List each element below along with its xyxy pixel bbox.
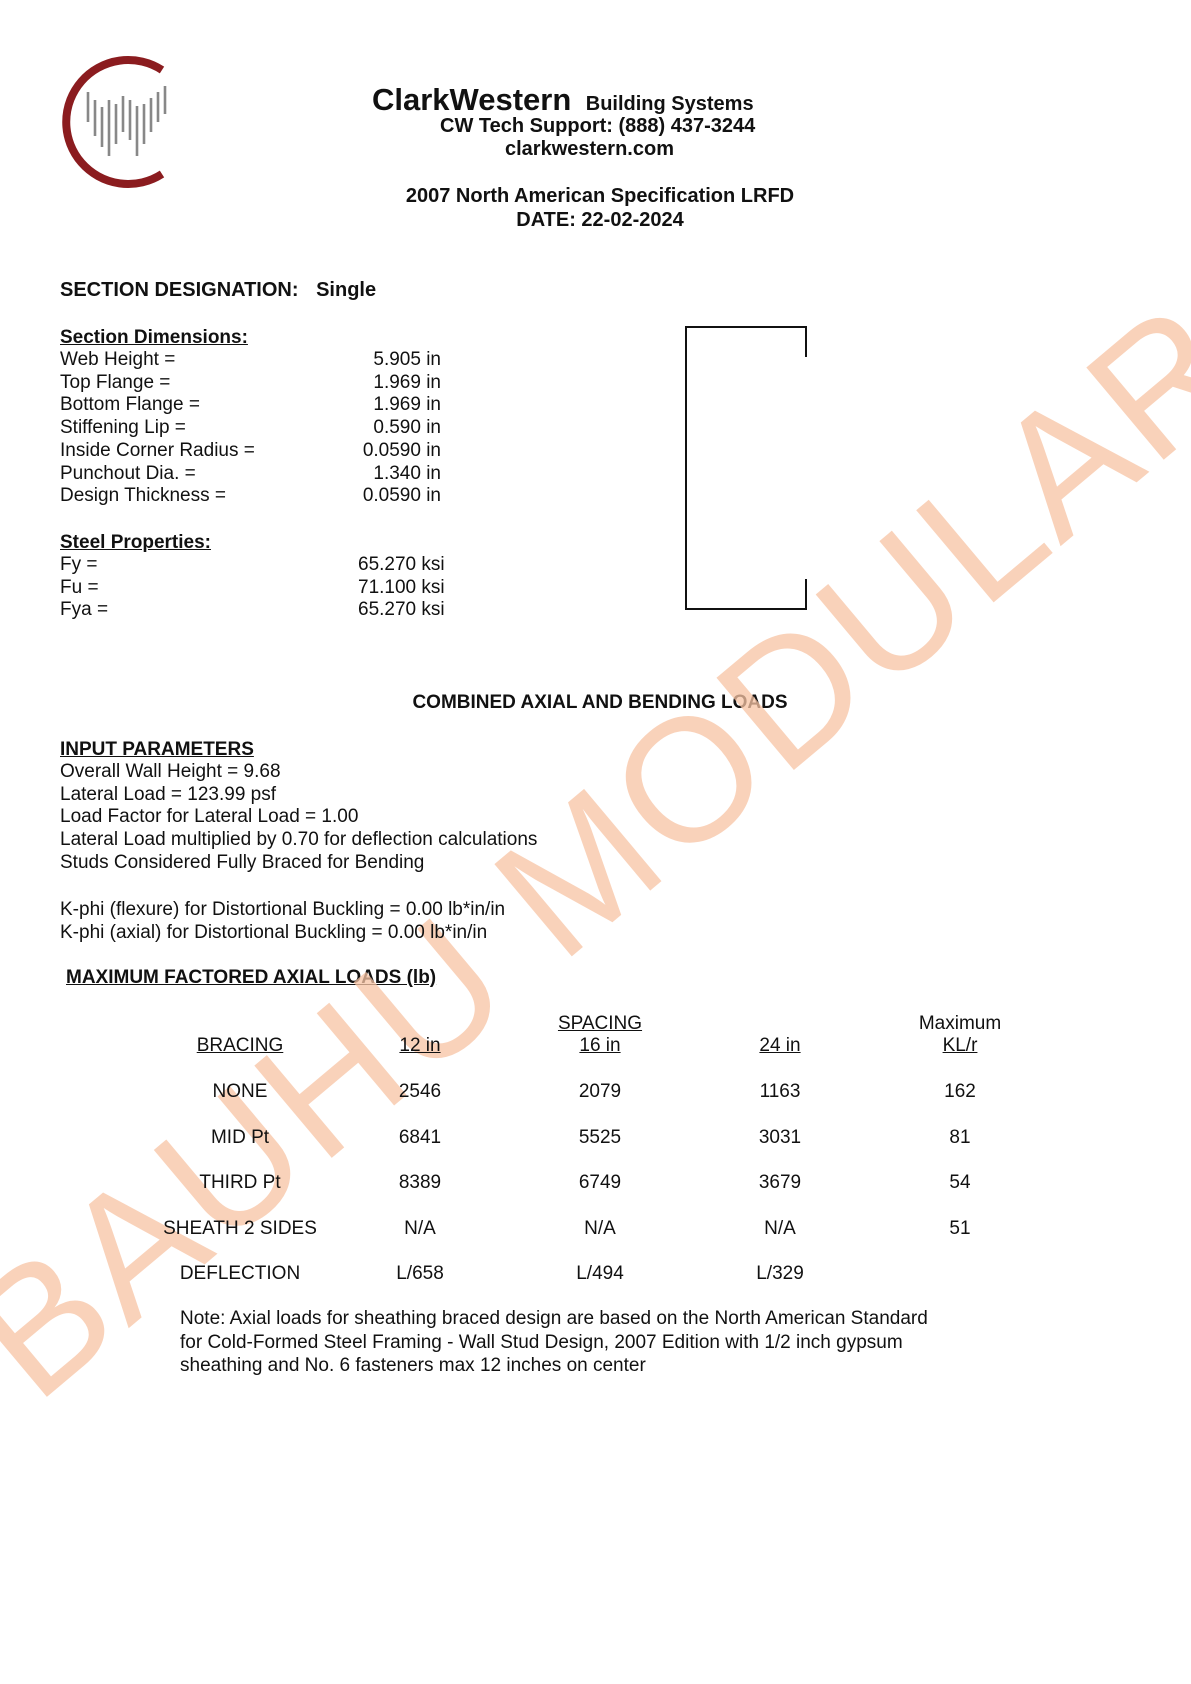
clarkwestern-logo xyxy=(62,56,167,188)
table-header: 24 in xyxy=(759,1035,801,1056)
dimension-label: Bottom Flange = xyxy=(60,394,200,416)
input-parameter-line: Lateral Load multiplied by 0.70 for defl… xyxy=(60,829,538,851)
table-note-line: for Cold-Formed Steel Framing - Wall Stu… xyxy=(180,1331,903,1353)
table-cell: L/658 xyxy=(396,1263,444,1284)
bracing-type: MID Pt xyxy=(210,1126,270,1148)
dimension-label: Web Height = xyxy=(60,349,176,370)
table-cell: 51 xyxy=(949,1217,971,1239)
table-note-line: Note: Axial loads for sheathing braced d… xyxy=(180,1308,928,1329)
steel-property-value: 65.270 ksi xyxy=(358,554,445,575)
website: clarkwestern.com xyxy=(505,138,674,160)
company-header: ClarkWestern Building Systems xyxy=(372,82,754,118)
steel-property-label: Fya = xyxy=(60,599,109,621)
table-cell: 5525 xyxy=(578,1126,622,1148)
bracing-type: SHEATH 2 SIDES xyxy=(163,1217,317,1239)
table-cell: 6749 xyxy=(578,1172,622,1193)
dimension-value: 0.0590 in xyxy=(362,439,441,461)
dimension-label: Top Flange = xyxy=(60,371,171,393)
dimension-value: 0.590 in xyxy=(373,417,441,439)
table-cell: N/A xyxy=(764,1217,796,1239)
steel-property-value: 71.100 ksi xyxy=(358,576,445,598)
dimension-value: 5.905 in xyxy=(373,349,441,370)
steel-property-label: Fy = xyxy=(60,554,98,575)
dimension-value: 1.969 in xyxy=(373,371,441,393)
table-cell: N/A xyxy=(584,1217,616,1239)
combined-loads-title: COMBINED AXIAL AND BENDING LOADS xyxy=(412,692,788,713)
table-header: 16 in xyxy=(579,1035,621,1056)
input-parameter-line: Overall Wall Height = 9.68 xyxy=(60,761,281,782)
input-parameter-line: Lateral Load = 123.99 psf xyxy=(60,783,277,805)
table-header: KL/r xyxy=(942,1035,978,1056)
report-date: DATE: 22-02-2024 xyxy=(516,209,684,231)
c-section-diagram xyxy=(685,326,807,610)
table-note-line: sheathing and No. 6 fasteners max 12 inc… xyxy=(180,1355,646,1376)
maximum-label: Maximum xyxy=(918,1013,1002,1034)
dimension-value: 1.340 in xyxy=(373,462,441,484)
steel-property-value: 65.270 ksi xyxy=(358,599,445,621)
kphi-line: K-phi (axial) for Distortional Buckling … xyxy=(60,921,488,943)
dimension-label: Inside Corner Radius = xyxy=(60,439,255,461)
table-cell: 3679 xyxy=(758,1172,802,1193)
company-name: ClarkWestern xyxy=(372,82,572,117)
input-parameter-line: Studs Considered Fully Braced for Bendin… xyxy=(60,851,425,873)
table-cell: 162 xyxy=(944,1081,976,1102)
table-cell: 2079 xyxy=(578,1081,622,1102)
section-designation-label: SECTION DESIGNATION: xyxy=(60,279,299,301)
specification: 2007 North American Specification LRFD xyxy=(405,185,795,207)
section-designation-value: Single xyxy=(316,279,377,301)
table-cell: L/494 xyxy=(576,1263,624,1284)
kphi-line: K-phi (flexure) for Distortional Bucklin… xyxy=(60,899,506,920)
section-dimensions-title: Section Dimensions: xyxy=(60,327,248,348)
input-parameter-line: Load Factor for Lateral Load = 1.00 xyxy=(60,806,359,828)
dimension-value: 1.969 in xyxy=(373,394,441,416)
tech-support: CW Tech Support: (888) 437-3244 xyxy=(440,115,756,137)
dimension-value: 0.0590 in xyxy=(362,485,441,507)
section-designation: SECTION DESIGNATION: Single xyxy=(60,279,376,302)
spacing-label: SPACING xyxy=(557,1013,643,1034)
steel-property-label: Fu = xyxy=(60,576,99,598)
input-parameters-title: INPUT PARAMETERS xyxy=(60,739,254,760)
table-cell: N/A xyxy=(404,1217,436,1239)
company-division: Building Systems xyxy=(585,93,754,115)
table-cell: 8389 xyxy=(398,1172,442,1193)
max-axial-loads-title: MAXIMUM FACTORED AXIAL LOADS (lb) xyxy=(66,967,437,988)
table-cell: L/329 xyxy=(756,1263,804,1284)
dimension-label: Punchout Dia. = xyxy=(60,462,196,484)
table-cell: 2546 xyxy=(398,1081,442,1102)
steel-properties-title: Steel Properties: xyxy=(60,532,211,553)
bracing-type: DEFLECTION xyxy=(179,1263,301,1284)
table-header: BRACING xyxy=(196,1035,284,1056)
bracing-type: THIRD Pt xyxy=(199,1172,281,1193)
table-cell: 54 xyxy=(949,1172,971,1193)
dimension-label: Design Thickness = xyxy=(60,485,226,507)
table-cell: 1163 xyxy=(759,1081,801,1102)
table-cell: 3031 xyxy=(758,1126,802,1148)
table-header: 12 in xyxy=(399,1035,441,1056)
table-cell: 6841 xyxy=(398,1126,442,1148)
bracing-type: NONE xyxy=(212,1081,268,1102)
table-cell: 81 xyxy=(949,1126,971,1148)
dimension-label: Stiffening Lip = xyxy=(60,417,186,439)
